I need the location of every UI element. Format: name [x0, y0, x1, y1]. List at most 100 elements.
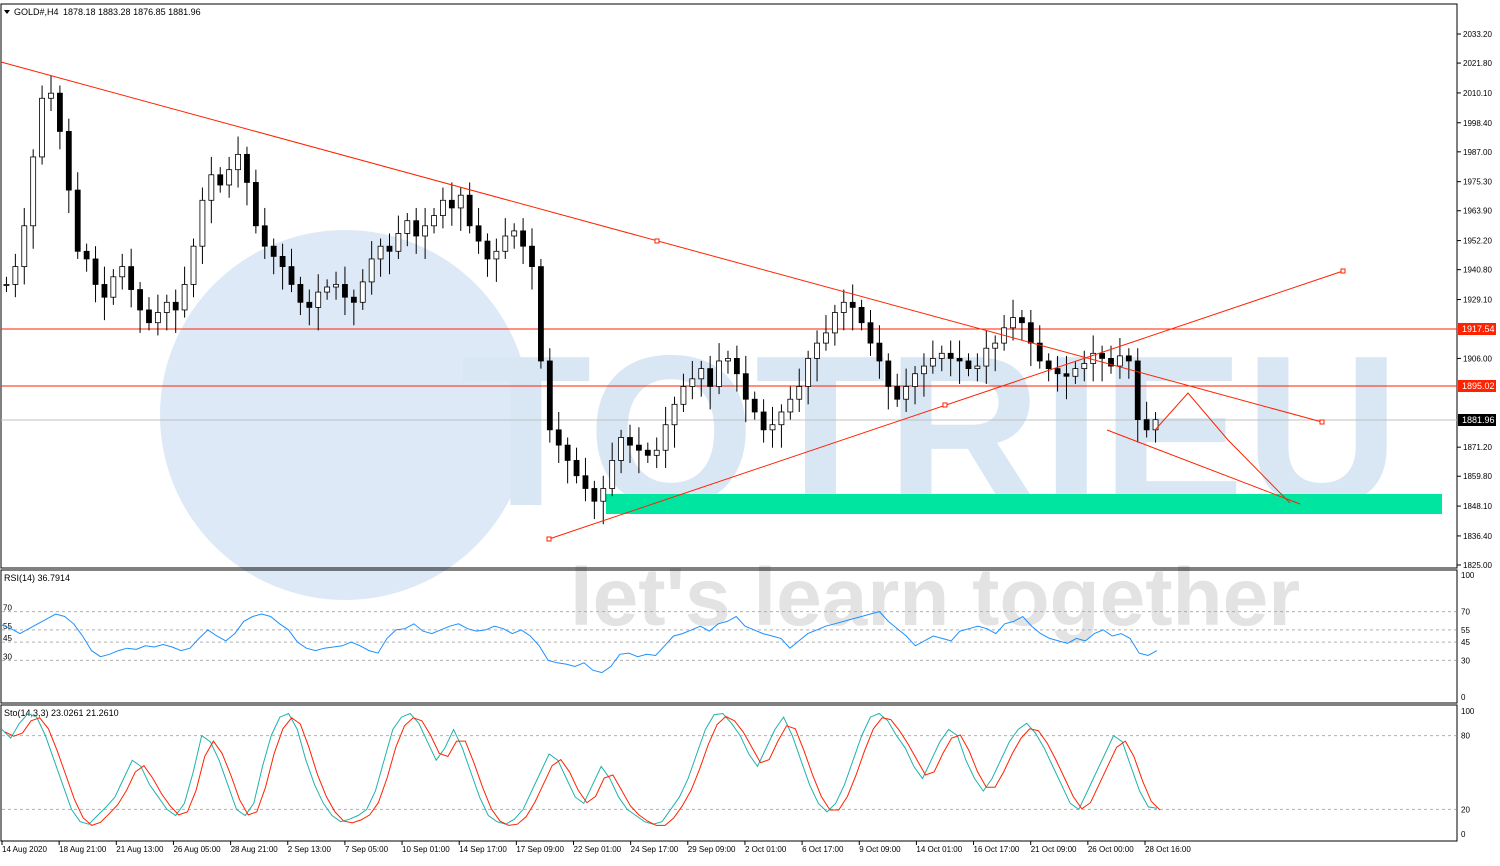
- chevron-down-icon[interactable]: [4, 10, 10, 14]
- candle-body: [466, 194, 473, 227]
- candle-body: [555, 429, 562, 446]
- candle-body: [244, 153, 250, 183]
- stochastic-axis-label: 100: [1461, 707, 1475, 716]
- chart-header[interactable]: GOLD#,H4 1878.18 1883.28 1876.85 1881.96: [4, 7, 201, 17]
- price-candles: [3, 75, 1159, 525]
- ascending-trendline-start-handle[interactable]: [546, 536, 552, 542]
- projected-path-arrow[interactable]: [1154, 392, 1291, 504]
- support-zone[interactable]: [606, 494, 1442, 514]
- stochastic-label: Sto(14,3,3) 23.0261 21.2610: [4, 708, 119, 718]
- candle-body: [689, 378, 696, 387]
- resistance-price-label: 1917.54: [1462, 324, 1495, 334]
- candle-body: [359, 281, 366, 303]
- time-tick-label: 29 Sep 09:00: [688, 845, 736, 854]
- candle-body: [342, 284, 348, 298]
- candle-body: [671, 403, 678, 426]
- lower-channel-line[interactable]: [1106, 429, 1301, 505]
- ascending-trendline-end-handle[interactable]: [1340, 268, 1346, 274]
- candle-body: [48, 92, 54, 99]
- rsi-line: [1, 611, 1158, 674]
- candle-body: [849, 301, 856, 308]
- descending-trendline[interactable]: [0, 61, 1323, 423]
- descending-trendline-handle[interactable]: [654, 238, 660, 244]
- candle-body: [333, 284, 339, 288]
- stochastic-indicator: Sto(14,3,3) 23.0261 21.2610 100 80 20 0: [1, 707, 1475, 839]
- candle-body: [431, 215, 437, 227]
- candle-body: [965, 360, 972, 370]
- price-tick-label: 1940.80: [1463, 266, 1492, 275]
- candle-body: [252, 182, 259, 227]
- candle-body: [21, 225, 28, 267]
- candle-body: [1027, 322, 1034, 344]
- candle-body: [395, 233, 402, 252]
- candle-body: [261, 225, 268, 247]
- time-tick-label: 2 Sep 13:00: [288, 845, 332, 854]
- candle-body: [662, 424, 669, 451]
- candle-body: [324, 286, 331, 293]
- candle-body: [181, 284, 188, 311]
- candle-body: [119, 266, 126, 278]
- candle-body: [938, 352, 945, 359]
- candle-body: [154, 312, 161, 324]
- candle-body: [270, 245, 277, 257]
- candle-body: [83, 250, 90, 260]
- candle-body: [3, 284, 10, 286]
- candle-body: [448, 199, 455, 209]
- candle-body: [618, 437, 624, 461]
- candle-body: [377, 245, 384, 260]
- candle-body: [1090, 352, 1097, 364]
- price-tick-label: 2021.80: [1463, 59, 1492, 68]
- time-tick-label: 21 Aug 13:00: [116, 845, 164, 854]
- time-tick-label: 26 Oct 00:00: [1088, 845, 1134, 854]
- rsi-axis-label: 70: [1461, 608, 1470, 617]
- candle-body: [440, 199, 446, 216]
- price-tick-label: 1975.30: [1463, 178, 1492, 187]
- candle-body: [226, 169, 233, 186]
- rsi-level-label: 55: [3, 622, 12, 631]
- price-tick-label: 1871.20: [1463, 443, 1492, 452]
- price-level-tags: 1917.54 1895.02 1881.96: [1458, 323, 1496, 426]
- candle-body: [805, 358, 812, 387]
- candle-body: [867, 322, 874, 344]
- candle-body: [128, 266, 135, 290]
- candle-body: [769, 424, 776, 431]
- time-tick-label: 26 Aug 05:00: [173, 845, 221, 854]
- candle-body: [306, 301, 313, 308]
- rsi-axis-label: 45: [1461, 638, 1470, 647]
- trendlines[interactable]: [0, 61, 1346, 542]
- candle-body: [885, 360, 892, 387]
- descending-trendline-end-handle[interactable]: [1319, 419, 1325, 425]
- candle-body: [1010, 317, 1016, 329]
- candle-body: [30, 156, 37, 227]
- rsi-indicator: RSI(14) 36.7914 70 55 45 30 100 70 55 45 30 0: [1, 571, 1475, 702]
- candle-body: [475, 225, 482, 242]
- candle-body: [1099, 352, 1105, 359]
- price-tick-label: 1848.10: [1463, 502, 1492, 511]
- candle-body: [172, 301, 179, 311]
- candle-body: [404, 220, 411, 234]
- price-tick-label: 2010.10: [1463, 89, 1492, 98]
- candle-body: [636, 444, 642, 451]
- time-axis: 14 Aug 2020 18 Aug 21:00 21 Aug 13:00 26 Au…: [1, 841, 1191, 854]
- candle-body: [217, 174, 224, 186]
- rsi-level-label: 30: [3, 652, 12, 661]
- main-price-pane[interactable]: [0, 3, 1458, 569]
- time-tick-label: 14 Sep 17:00: [459, 845, 507, 854]
- rsi-pane[interactable]: [0, 569, 1458, 704]
- candle-body: [493, 250, 500, 260]
- stochastic-main-line: [1, 712, 1158, 825]
- candle-body: [1063, 373, 1070, 377]
- ascending-trendline-mid-handle[interactable]: [942, 402, 948, 408]
- stochastic-level-lines: [2, 735, 1456, 810]
- candle-body: [1134, 360, 1141, 421]
- stochastic-axis: 100 80 20 0: [1461, 707, 1475, 839]
- candle-body: [65, 131, 72, 191]
- time-tick-label: 24 Sep 17:00: [631, 845, 679, 854]
- candle-body: [457, 194, 464, 209]
- time-tick-label: 18 Aug 21:00: [59, 845, 107, 854]
- price-tick-label: 1859.80: [1463, 472, 1492, 481]
- stochastic-pane[interactable]: [0, 704, 1458, 842]
- candle-body: [1117, 355, 1123, 367]
